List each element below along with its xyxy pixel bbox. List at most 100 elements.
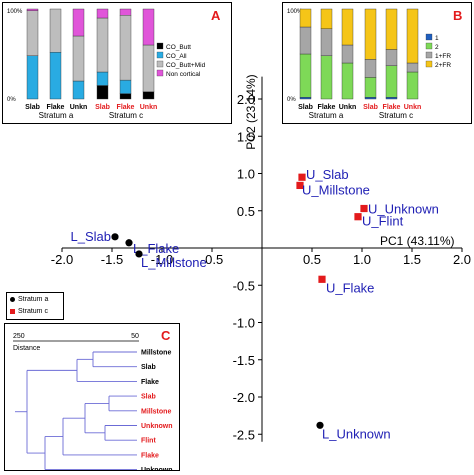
bar-segment [26, 8, 39, 11]
legend-label: Non cortical [166, 71, 201, 78]
point-label: U_Flake [326, 280, 374, 295]
group-label: Stratum a [39, 111, 74, 120]
category-label: Slab [363, 104, 378, 111]
data-point [125, 239, 133, 247]
legend-label: 2 [435, 44, 439, 51]
category-label: Flake [47, 104, 65, 111]
bar-segment [341, 8, 354, 46]
bar-segment [26, 10, 39, 56]
legend-label: CO_Butt [166, 44, 191, 51]
bar-segment [96, 71, 109, 86]
x-tick-label: -1.0 [151, 252, 173, 267]
x-tick-label: 1.5 [403, 252, 421, 267]
y-bottom-label: 0% [7, 97, 16, 103]
bar-segment [341, 44, 354, 64]
bar-segment [406, 71, 419, 100]
bar-segment [320, 8, 333, 29]
category-label: Unkn [70, 104, 88, 111]
bar-segment [49, 52, 62, 100]
data-point [111, 233, 119, 241]
bar-segment [142, 44, 155, 92]
y-bottom-label: 0% [287, 97, 296, 103]
bar-segment [142, 91, 155, 100]
bar-segment [96, 8, 109, 19]
data-point [298, 173, 306, 181]
point-label: L_Unknown [322, 426, 391, 441]
category-label: Slab [95, 104, 110, 111]
leaf-label: Flint [141, 438, 156, 445]
inset-panel-a: 100% 0% Slab Flake Unkn Slab Flake Unkn Stratum … [2, 2, 232, 124]
y-tick-label: -2.5 [233, 427, 255, 442]
category-label: Unkn [140, 104, 158, 111]
bar-segment [96, 17, 109, 73]
x-tick-label: -2.0 [51, 252, 73, 267]
bar-segment [385, 8, 398, 50]
point-label: L_Millstone [141, 255, 207, 270]
legend-swatch [156, 69, 164, 77]
bar-segment [364, 8, 377, 60]
legend-label: Stratum c [18, 307, 48, 315]
y-axis-label: PC2 (23.14%) [244, 74, 258, 149]
point-label: U_Unknown [368, 202, 439, 217]
y-top-label: 100% [7, 9, 23, 15]
group-label: Stratum c [379, 111, 413, 120]
category-label: Unkn [339, 104, 357, 111]
category-label: Slab [298, 104, 313, 111]
legend-swatch [156, 60, 164, 68]
bar-segment [72, 80, 85, 100]
legend-swatch [156, 51, 164, 59]
panel-label: B [453, 8, 462, 23]
bar-segment [364, 96, 377, 100]
category-label: Flake [117, 104, 135, 111]
leaf-label: Unknown [141, 467, 173, 470]
category-label: Flake [318, 104, 336, 111]
legend-item-stratum-a: Stratum a [7, 293, 63, 305]
x-tick-label: 2.0 [453, 252, 471, 267]
x-tick-label: -1.5 [101, 252, 123, 267]
bar-segment [142, 8, 155, 46]
leaf-label: Flake [141, 379, 159, 386]
group-label: Stratum a [309, 111, 344, 120]
point-label: L_Flake [133, 241, 179, 256]
legend-label: 1+FR [435, 53, 451, 60]
leaf-label: Flake [141, 452, 159, 459]
x-tick-label: -0.5 [201, 252, 223, 267]
legend-swatch [156, 42, 164, 50]
bar-segment [119, 15, 132, 81]
square-marker-icon [10, 308, 15, 314]
legend-label: CO_All [166, 53, 187, 60]
data-point [316, 421, 324, 429]
y-tick-label: 1.5 [237, 129, 255, 144]
leaf-label: Unknown [141, 423, 173, 430]
legend-swatch [425, 60, 433, 68]
y-tick-label: -1.0 [233, 316, 255, 331]
bar-segment [119, 93, 132, 100]
legend-label: Stratum a [18, 295, 49, 303]
panel-label: C [161, 328, 171, 343]
bar-segment [406, 8, 419, 64]
bar-segment [406, 62, 419, 73]
cortex-stacked-bar-chart: 100%0%Slab Flake Unkn Slab Flake UnknStratum … [7, 8, 221, 120]
data-points: L_SlabL_FlakeL_MillstoneL_UnknownU_SlabU… [71, 167, 439, 441]
data-point [318, 275, 326, 283]
bar-segment [299, 96, 312, 100]
bar-segment [72, 8, 85, 37]
point-label: U_Flint [362, 214, 404, 229]
x-tick-label: 1.0 [353, 252, 371, 267]
data-point [360, 204, 368, 213]
bar-segment [119, 8, 132, 16]
bar-segment [385, 65, 398, 98]
bar-segment [119, 79, 132, 94]
data-point [296, 181, 304, 190]
legend-label: 2+FR [435, 62, 451, 69]
panel-label: A [211, 8, 221, 23]
data-point [135, 250, 143, 258]
y-tick-label: -2.0 [233, 390, 255, 405]
bar-segment [72, 35, 85, 82]
inset-panel-c: C 250 50 Distance Millstone Slab Flake Slab Mill… [4, 323, 180, 474]
group-label: Stratum c [109, 111, 143, 120]
bar-segment [299, 8, 312, 28]
stratum-legend: Stratum a Stratum c [6, 292, 64, 320]
point-label: U_Slab [306, 167, 349, 182]
leaf-label: Slab [141, 364, 156, 371]
